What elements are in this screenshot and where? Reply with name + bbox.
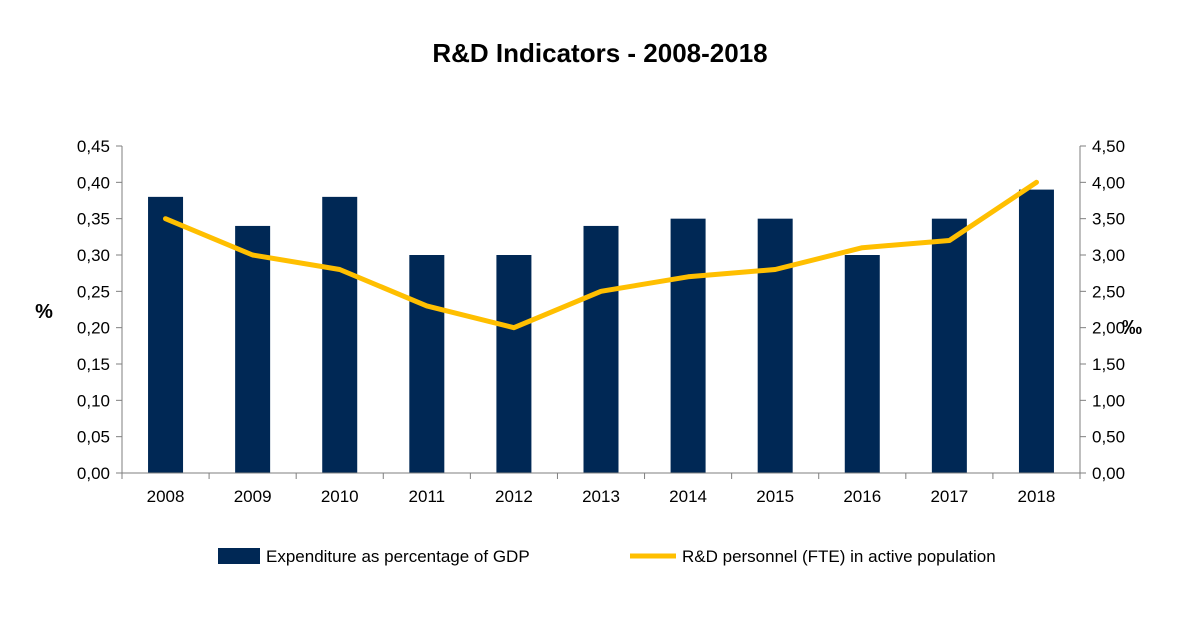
right-axis-title: ‰ [1122,317,1142,339]
x-tick-label: 2013 [582,487,620,506]
x-tick-label: 2010 [321,487,359,506]
right-tick-label: 4,00 [1092,173,1125,192]
bar-2009 [235,225,271,473]
right-tick-label: 0,00 [1092,464,1125,483]
bar-2013 [583,225,619,473]
x-tick-label: 2009 [234,487,272,506]
bar-2012 [496,255,532,473]
bar-2011 [409,255,445,473]
left-tick-label: 0,45 [77,137,110,156]
x-tick-label: 2016 [843,487,881,506]
right-tick-label: 0,50 [1092,428,1125,447]
left-tick-label: 0,25 [77,282,110,301]
bar-2015 [757,218,793,473]
line-rd-personnel [163,179,1039,331]
left-tick-label: 0,00 [77,464,110,483]
bar-2018 [1018,189,1054,473]
bar-2008 [148,196,184,473]
bar-2010 [322,196,358,473]
legend-bar-label: Expenditure as percentage of GDP [266,547,530,566]
x-tick-label: 2017 [930,487,968,506]
legend: Expenditure as percentage of GDP R&D per… [218,547,996,566]
right-tick-label: 2,50 [1092,282,1125,301]
bar-2016 [844,255,880,473]
plot-area: 0,00 0,05 0,10 0,15 0,20 0,25 0,30 0,35 0,40 0,45… [77,137,1125,506]
left-tick-label: 0,35 [77,210,110,229]
x-tick-label: 2018 [1018,487,1056,506]
x-tick-label: 2011 [409,487,446,506]
bar-2014 [670,218,706,473]
x-tick-label: 2012 [495,487,533,506]
right-tick-label: 3,00 [1092,246,1125,265]
legend-bar-swatch [218,548,260,564]
left-tick-label: 0,40 [77,173,110,192]
left-tick-label: 0,20 [77,319,110,338]
legend-line-label: R&D personnel (FTE) in active population [682,547,996,566]
right-tick-label: 1,50 [1092,355,1125,374]
left-tick-label: 0,10 [77,391,110,410]
x-tick-label: 2008 [147,487,185,506]
x-tick-label: 2015 [756,487,794,506]
chart-title: R&D Indicators - 2008-2018 [432,38,767,68]
right-tick-label: 4,50 [1092,137,1125,156]
right-tick-label: 1,00 [1092,391,1125,410]
left-tick-label: 0,30 [77,246,110,265]
right-tick-label: 3,50 [1092,210,1125,229]
left-tick-label: 0,15 [77,355,110,374]
bar-2017 [931,218,967,473]
right-tick-label: 2,00 [1092,319,1125,338]
left-tick-label: 0,05 [77,428,110,447]
x-tick-label: 2014 [669,487,707,506]
left-axis-title: % [35,301,53,323]
